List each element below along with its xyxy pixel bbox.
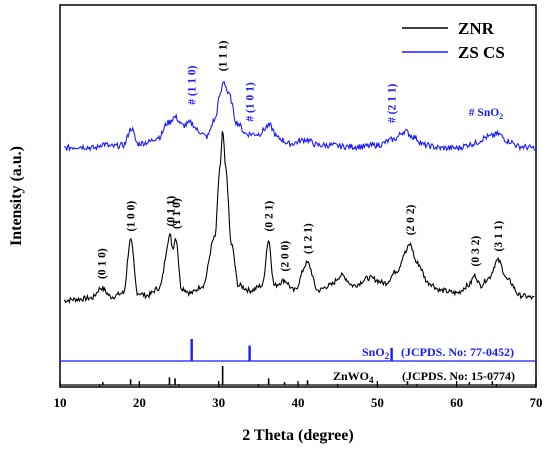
peak-label: (0 3 2)	[470, 236, 482, 267]
peak-label: (1 0 0)	[126, 201, 138, 232]
peak-label-text: (1 1 0)	[171, 198, 183, 229]
sno2-label-main: SnO	[362, 345, 385, 359]
y-axis-title: Intensity (a.u.)	[8, 146, 25, 246]
peak-label-text: (1 2 1)	[303, 223, 315, 254]
peak-label: (2 0 2)	[405, 204, 417, 235]
legend-label-znr: ZNR	[458, 19, 495, 38]
peak-label: (0 1 0)	[96, 248, 108, 279]
peak-label-text: (0 3 2)	[470, 236, 482, 267]
x-tick-label: 20	[133, 395, 146, 410]
x-tick-label: 40	[292, 395, 305, 410]
peak-label-text: (0 2 1)	[264, 201, 276, 232]
x-tick-label: 50	[371, 395, 384, 410]
sno2-label-sub: 2	[385, 351, 390, 361]
peak-label-text: # (1 0 1)	[245, 82, 257, 121]
peak-label: (0 1 1)	[165, 196, 177, 227]
znwo4-reference-label: ZnWO4	[333, 369, 374, 385]
series-line-znr	[63, 131, 535, 305]
znwo4-label-sub: 4	[369, 375, 374, 385]
x-axis-title: 2 Theta (degree)	[242, 427, 353, 444]
peak-label: (2 0 0)	[280, 241, 292, 272]
peak-label: # (1 1 0)	[187, 65, 199, 104]
sno2-marker-subscript: 2	[499, 112, 503, 121]
peak-label: (1 1 1)	[218, 40, 230, 71]
x-tick-label: 60	[450, 395, 463, 410]
peak-label: # (2 1 1)	[387, 84, 399, 123]
sno2-marker-text: # SnO	[469, 107, 499, 119]
x-tick-label: 10	[54, 395, 67, 410]
sno2-marker-label: # SnO2	[469, 107, 503, 121]
znwo4-label-main: ZnWO	[333, 369, 369, 383]
peak-label: (0 2 1)	[264, 201, 276, 232]
legend-label-zs-cs: ZS CS	[458, 43, 505, 62]
peak-label: (3 1 1)	[493, 221, 505, 252]
znwo4-card-label: (JCPDS. No: 15-0774)	[402, 369, 515, 383]
x-tick-label: 30	[212, 395, 225, 410]
peak-label: (1 2 1)	[303, 223, 315, 254]
peak-label-text: (0 1 1)	[165, 196, 177, 227]
peak-label-text: (1 1 1)	[218, 40, 230, 71]
x-axis-ticks: 10 20 30 40 50 60 70	[54, 381, 543, 410]
peak-label-text: (2 0 2)	[405, 204, 417, 235]
peak-label-text: (2 0 0)	[280, 241, 292, 272]
sno2-card-label: (JCPDS. No: 77-0452)	[401, 345, 514, 359]
peak-label-text: # (2 1 1)	[387, 84, 399, 123]
peak-label-text: # (1 1 0)	[187, 65, 199, 104]
x-tick-label: 70	[530, 395, 543, 410]
sno2-reference-sticks	[190, 339, 393, 361]
peak-label: # (1 0 1)	[245, 82, 257, 121]
peak-label-text: (0 1 0)	[96, 248, 108, 279]
peak-label-text: (1 0 0)	[126, 201, 138, 232]
series-line-zs-cs	[63, 80, 535, 152]
peak-label: (1 1 0)	[171, 198, 183, 229]
sno2-reference-label: SnO2	[362, 345, 390, 361]
peak-label-text: (3 1 1)	[493, 221, 505, 252]
legend: ZNR ZS CS	[402, 19, 505, 62]
plot-frame	[59, 4, 537, 388]
peak-labels: (0 1 0) (1 0 0) (0 1 1)(1 1 0) (0 2 1) (2 0 …	[96, 40, 505, 279]
znwo4-reference-sticks	[102, 366, 494, 385]
